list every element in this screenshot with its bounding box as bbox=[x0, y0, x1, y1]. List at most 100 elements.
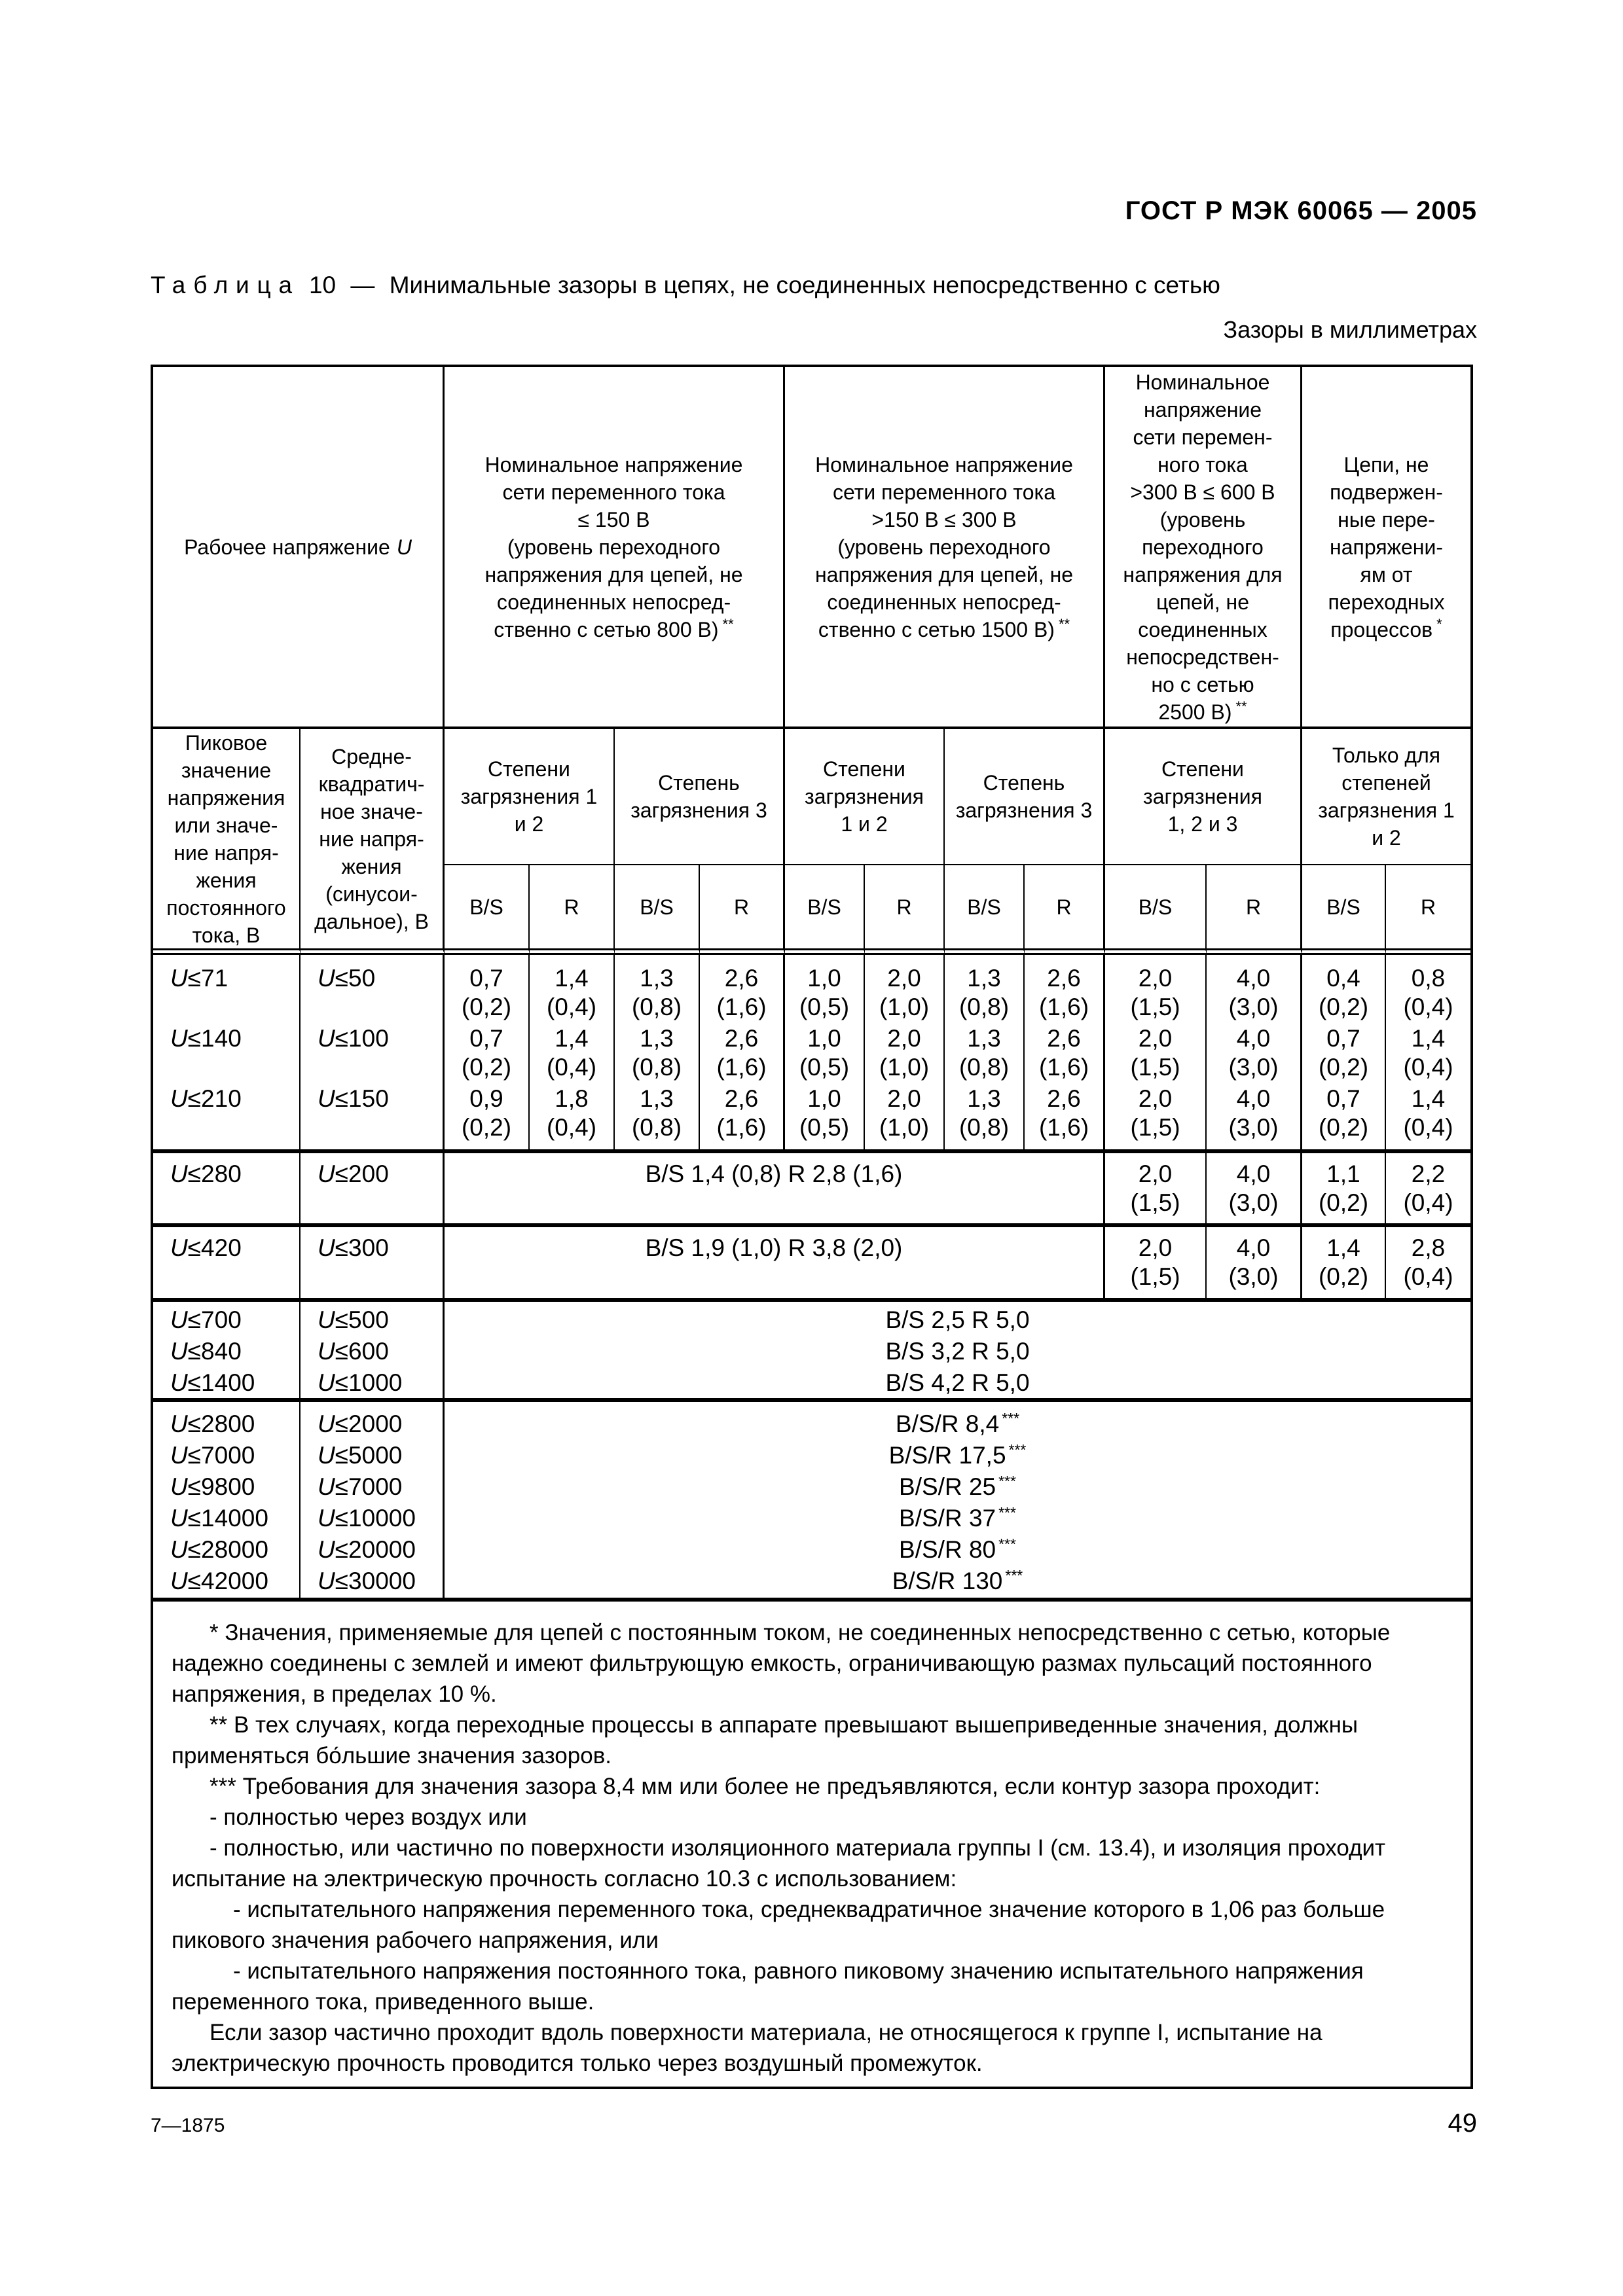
header-r: R bbox=[1386, 865, 1470, 955]
header-bs: B/S bbox=[1105, 865, 1207, 955]
header-bs: B/S bbox=[615, 865, 700, 955]
clearance-value: 0,4 (0,2) bbox=[1318, 965, 1369, 1020]
clearance-text: B/S/R 130 bbox=[892, 1568, 1003, 1594]
clearance-value: 2,6 (1,6) bbox=[716, 1085, 767, 1141]
clearance-text: B/S/R 17,5 bbox=[888, 1442, 1006, 1469]
clearance-value: 2,0 (1,5) bbox=[1130, 1025, 1180, 1081]
clearances-table: Рабочее напряжение U Номинальное напряжен… bbox=[151, 365, 1473, 2089]
clearance-value: 4,0 (3,0) bbox=[1228, 965, 1279, 1020]
clearance-value: 2,6 (1,6) bbox=[1038, 1085, 1089, 1141]
peak-value: U≤1400 bbox=[170, 1369, 255, 1396]
peak-value: U≤700 bbox=[170, 1306, 242, 1333]
value-cell: 1,0 (0,5) 1,0 (0,5) 1,0 (0,5) bbox=[785, 955, 865, 1153]
clearance-value: 1,0 (0,5) bbox=[799, 1025, 850, 1081]
peak-value: U≤71 bbox=[170, 965, 228, 992]
clearance-value: 2,0 (1,5) bbox=[1130, 965, 1180, 1020]
footnote-mark-2: ** bbox=[1058, 615, 1070, 632]
footnote-mark-3: *** bbox=[1008, 1441, 1027, 1458]
header-r: R bbox=[700, 865, 785, 955]
header-pollution-deg-3: Степень загрязнения 3 bbox=[615, 729, 785, 865]
merged-clearance-cell: B/S 2,5 R 5,0 B/S 3,2 R 5,0 B/S 4,2 R 5,… bbox=[445, 1302, 1470, 1402]
header-r: R bbox=[1025, 865, 1105, 955]
peak-value: U≤9800 bbox=[170, 1473, 255, 1500]
clearance-value: 0,7 (0,2) bbox=[461, 965, 512, 1020]
clearance-value: 0,7 (0,2) bbox=[1318, 1085, 1369, 1141]
rms-value: U≤300 bbox=[318, 1234, 389, 1261]
clearance-value: 2,6 (1,6) bbox=[716, 965, 767, 1020]
rms-value: U≤5000 bbox=[318, 1442, 403, 1469]
clearance-value: 1,4 (0,4) bbox=[1403, 1085, 1453, 1141]
rms-value: U≤500 bbox=[318, 1306, 389, 1333]
clearance-value: B/S/R 130 *** bbox=[445, 1566, 1470, 1597]
value-cell: 1,4 (0,4) 1,4 (0,4) 1,8 (0,4) bbox=[530, 955, 615, 1153]
value-cell: 2,0 (1,0) 2,0 (1,0) 2,0 (1,0) bbox=[865, 955, 945, 1153]
table-caption-text: Минимальные зазоры в цепях, не соединенн… bbox=[389, 272, 1220, 298]
clearance-value: B/S 4,2 R 5,0 bbox=[885, 1369, 1030, 1396]
footnote-mark-3: *** bbox=[1005, 1566, 1023, 1584]
clearance-value: 2,6 (1,6) bbox=[1038, 1025, 1089, 1081]
clearance-value: 4,0 (3,0) bbox=[1228, 1234, 1279, 1290]
table-caption-dash: — bbox=[350, 272, 375, 298]
merged-clearance-cell: B/S 1,9 (1,0) R 3,8 (2,0) bbox=[445, 1227, 1105, 1302]
value-cell: 1,3 (0,8) 1,3 (0,8) 1,3 (0,8) bbox=[945, 955, 1025, 1153]
clearance-value: 2,0 (1,0) bbox=[879, 1025, 930, 1081]
header-working-voltage: Рабочее напряжение U bbox=[153, 367, 445, 729]
rms-voltage-cell: U≤500 U≤600 U≤1000 bbox=[301, 1302, 445, 1402]
value-cell: 2,6 (1,6) 2,6 (1,6) 2,6 (1,6) bbox=[1025, 955, 1105, 1153]
value-cell: 2,2 (0,4) bbox=[1386, 1153, 1470, 1227]
header-pollution-deg-1-2: Степени загрязнения 1 и 2 bbox=[785, 729, 945, 865]
header-pollution-deg-1-2-3: Степени загрязнения 1, 2 и 3 bbox=[1105, 729, 1302, 865]
footnote-2star: ** В тех случаях, когда переходные проце… bbox=[172, 1712, 1359, 1768]
rms-value: U≤2000 bbox=[318, 1410, 403, 1437]
header-no-transients-text: Цепи, не подвержен- ные пере- напряжени-… bbox=[1328, 452, 1445, 641]
rms-voltage-cell: U≤2000 U≤5000 U≤7000 U≤10000 U≤20000 U≤3… bbox=[301, 1402, 445, 1602]
value-cell: 1,1 (0,2) bbox=[1302, 1153, 1386, 1227]
peak-value: U≤14000 bbox=[170, 1505, 268, 1532]
footnote-star: * Значения, применяемые для цепей с пост… bbox=[172, 1620, 1391, 1707]
header-peak-voltage: Пиковое значение напряжения или значе- н… bbox=[153, 729, 301, 955]
header-mains-150-300-text: Номинальное напряжение сети переменного … bbox=[814, 452, 1074, 641]
clearance-value: 2,0 (1,5) bbox=[1130, 1085, 1180, 1141]
clearance-value: 2,2 (0,4) bbox=[1403, 1160, 1453, 1216]
footnote-mark-3: *** bbox=[1002, 1409, 1020, 1427]
footnote-mark-3: *** bbox=[998, 1472, 1016, 1490]
rms-value: U≤100 bbox=[318, 1025, 389, 1052]
peak-value: U≤420 bbox=[170, 1234, 242, 1261]
clearance-value: 2,6 (1,6) bbox=[1038, 965, 1089, 1020]
value-cell: 0,7 (0,2) 0,7 (0,2) 0,9 (0,2) bbox=[445, 955, 530, 1153]
footnote-mark-1: * bbox=[1436, 615, 1442, 632]
clearance-value: 1,3 (0,8) bbox=[631, 1085, 682, 1141]
value-cell: 0,4 (0,2) 0,7 (0,2) 0,7 (0,2) bbox=[1302, 955, 1386, 1153]
footnote-bullet: - полностью через воздух или bbox=[210, 1804, 527, 1830]
footnote-3star: *** Требования для значения зазора 8,4 м… bbox=[210, 1774, 1321, 1799]
rms-value: U≤7000 bbox=[318, 1473, 403, 1500]
clearance-value: B/S/R 25 *** bbox=[445, 1471, 1470, 1503]
value-cell: 4,0 (3,0) bbox=[1207, 1153, 1302, 1227]
clearance-value: 2,6 (1,6) bbox=[716, 1025, 767, 1081]
clearance-value: 4,0 (3,0) bbox=[1228, 1085, 1279, 1141]
header-pollution-deg-1-2: Степени загрязнения 1 и 2 bbox=[445, 729, 615, 865]
peak-value: U≤210 bbox=[170, 1085, 242, 1112]
clearance-value: 4,0 (3,0) bbox=[1228, 1025, 1279, 1081]
table-caption: Таблица 10 — Минимальные зазоры в цепях, … bbox=[151, 272, 1477, 299]
header-pollution-deg-3: Степень загрязнения 3 bbox=[945, 729, 1105, 865]
footnote-bullet: - испытательного напряжения переменного … bbox=[172, 1897, 1385, 1953]
footnote-mark-3: *** bbox=[998, 1503, 1016, 1521]
clearance-value: 0,7 (0,2) bbox=[461, 1025, 512, 1081]
footnote-closing: Если зазор частично проходит вдоль повер… bbox=[172, 2020, 1322, 2076]
document-code: ГОСТ Р МЭК 60065 — 2005 bbox=[1125, 196, 1477, 225]
peak-voltage-cell: U≤280 bbox=[153, 1153, 301, 1227]
footnote-mark-2: ** bbox=[1235, 698, 1247, 715]
header-bs: B/S bbox=[785, 865, 865, 955]
header-mains-300-600-text: Номинальное напряжение сети перемен- ног… bbox=[1123, 370, 1283, 724]
clearance-value: 2,8 (0,4) bbox=[1403, 1234, 1453, 1290]
clearance-value: 0,9 (0,2) bbox=[461, 1085, 512, 1141]
peak-value: U≤840 bbox=[170, 1338, 242, 1365]
footnote-bullet: - полностью, или частично по поверхности… bbox=[172, 1835, 1386, 1892]
rms-value: U≤1000 bbox=[318, 1369, 403, 1396]
page-footer: 7—1875 49 bbox=[151, 2109, 1477, 2138]
clearance-value: 1,1 (0,2) bbox=[1318, 1160, 1369, 1216]
print-order-number: 7—1875 bbox=[151, 2115, 225, 2136]
header-r: R bbox=[1207, 865, 1302, 955]
table-footnotes: * Значения, применяемые для цепей с пост… bbox=[153, 1602, 1470, 2087]
